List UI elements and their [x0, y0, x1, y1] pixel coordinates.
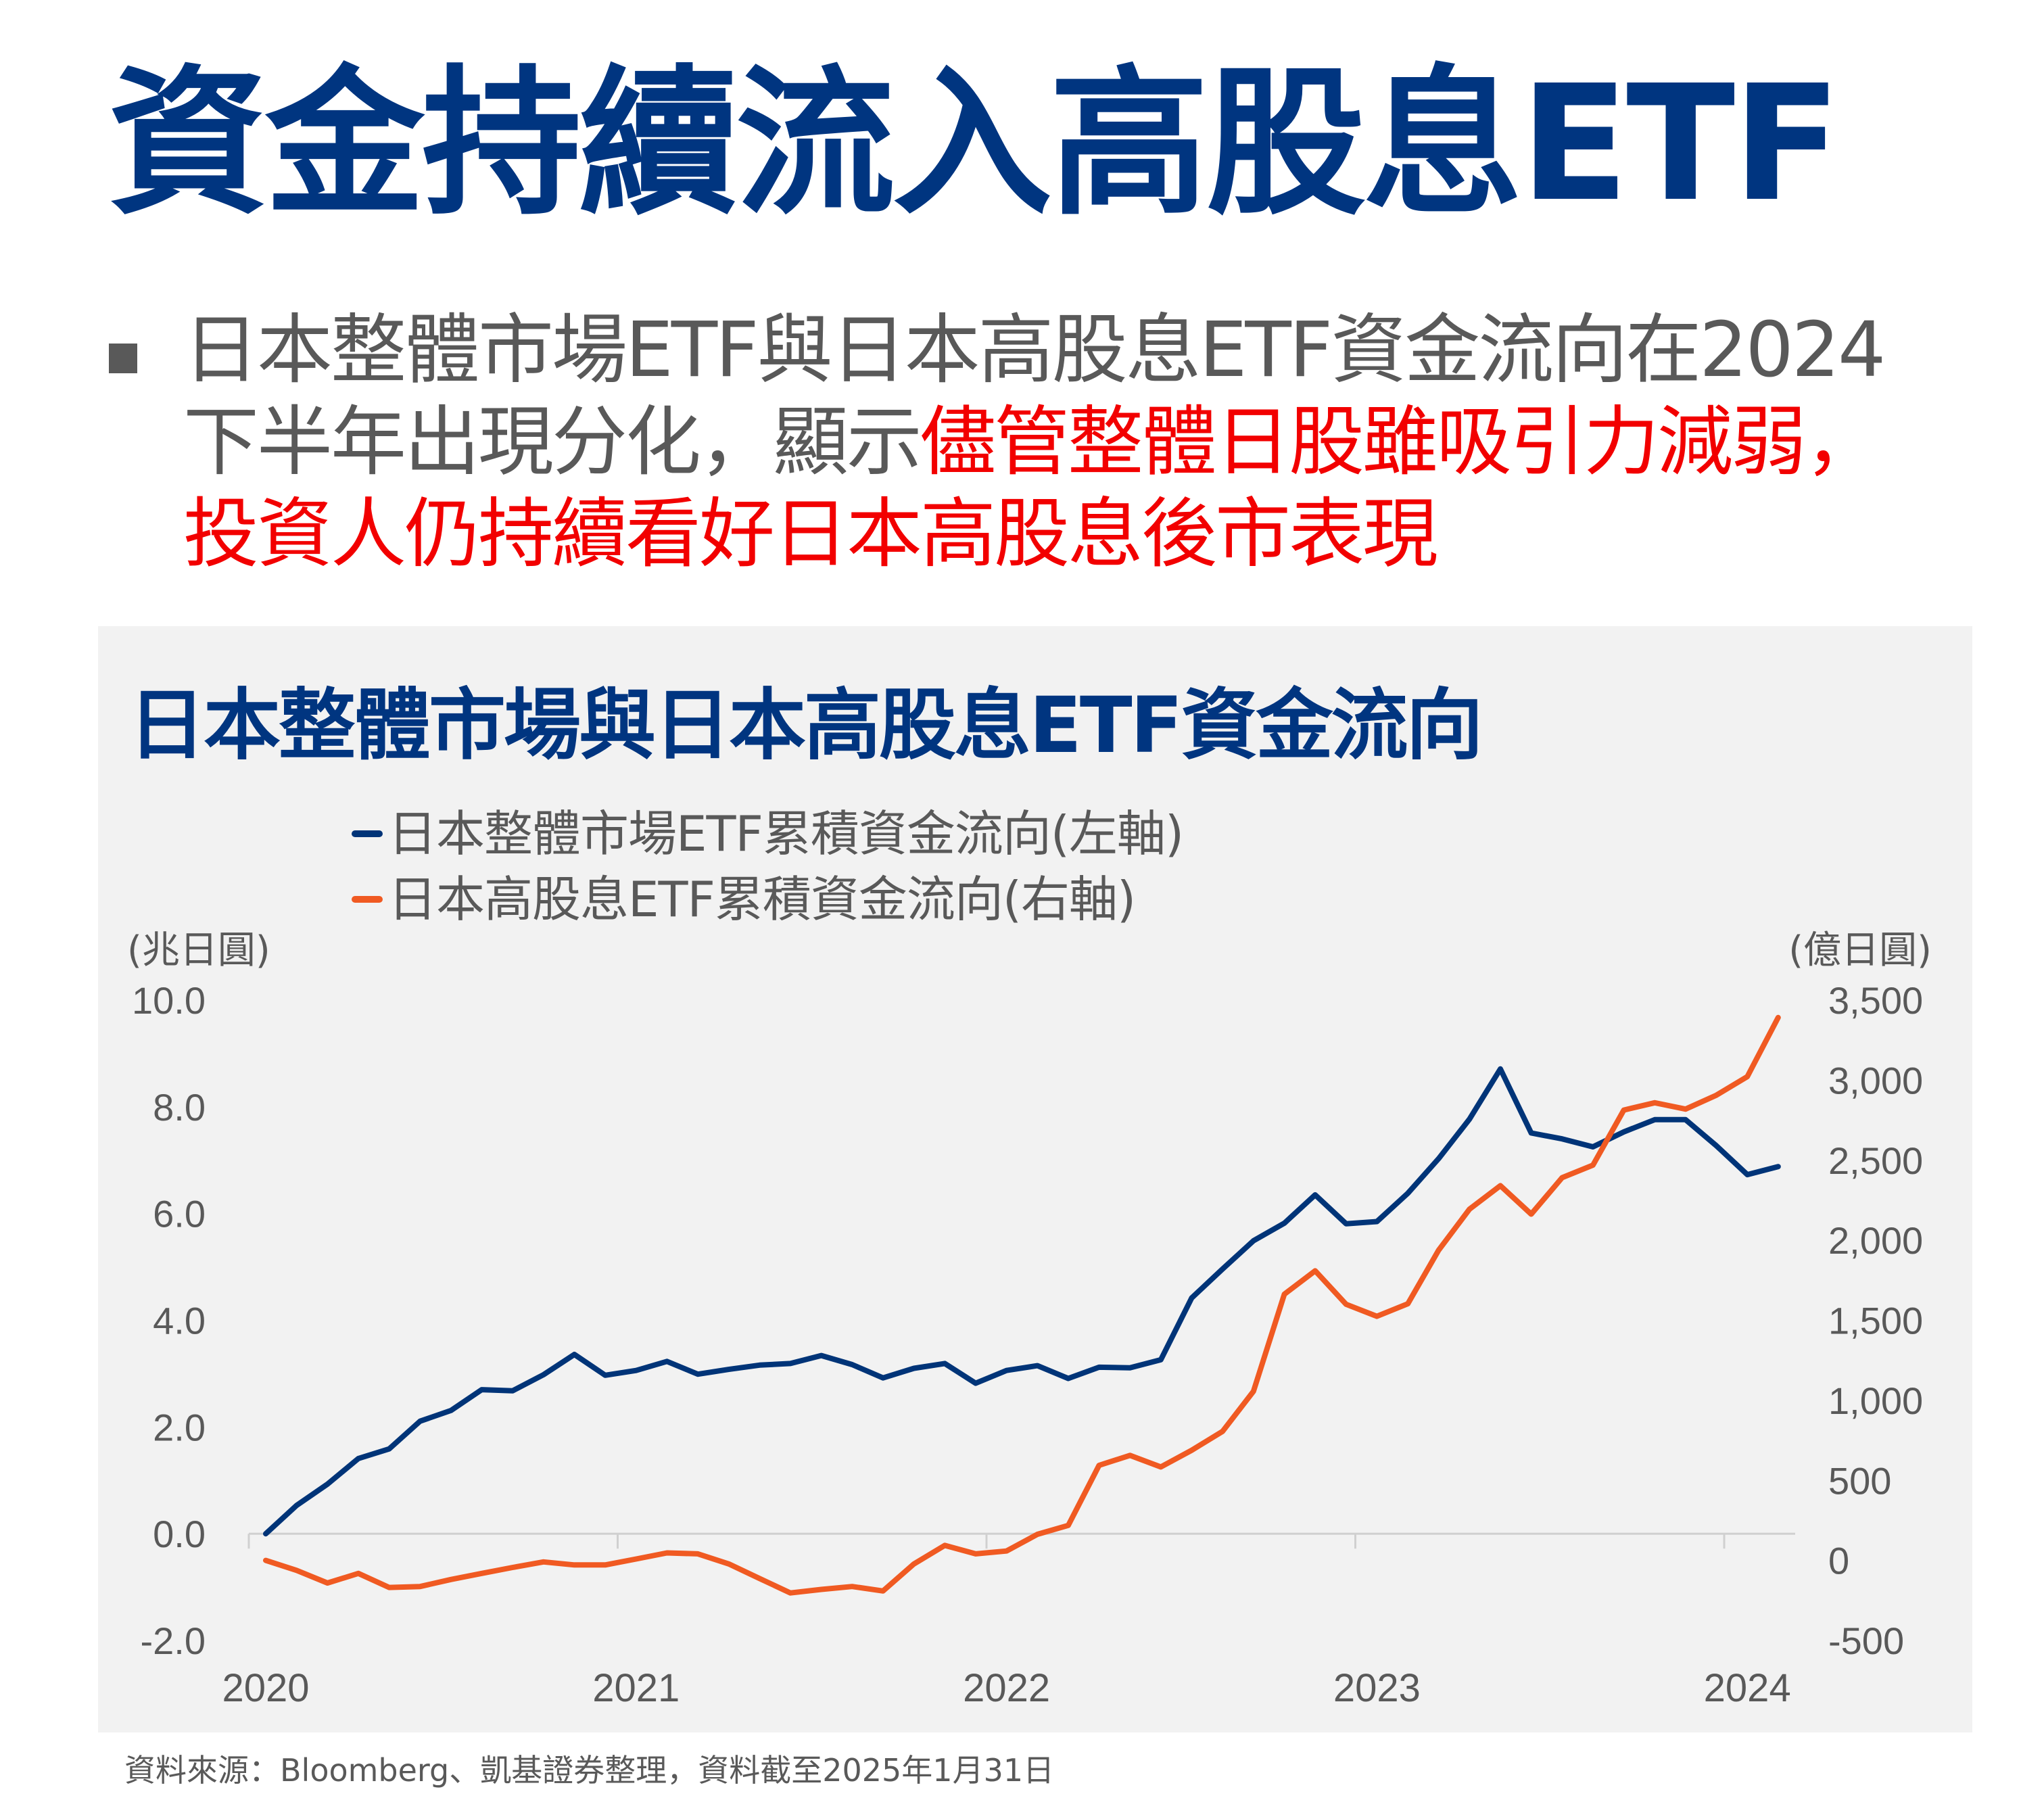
summary-paragraph: 日本整體市場ETF與日本高股息ETF資金流向在2024 下半年出現分化，顯示儘管…	[183, 304, 2009, 580]
x-tick-label: 2022	[963, 1666, 1050, 1710]
chart-panel	[98, 626, 1972, 1732]
y-right-tick-label: 1,000	[1828, 1379, 1923, 1422]
chart-title: 日本整體市場與日本高股息ETF資金流向	[128, 680, 1483, 770]
y-right-tick-label: 1,500	[1828, 1300, 1923, 1342]
y-left-tick-label: 10.0	[132, 979, 206, 1022]
summary-line-2: 下半年出現分化，顯示儘管整體日股雖吸引力減弱，	[183, 396, 2009, 488]
series-line-high-dividend-etf	[263, 1014, 1781, 1596]
legend-swatch-navy	[352, 830, 383, 837]
legend-label: 日本高股息ETF累積資金流向(右軸)	[388, 871, 1136, 928]
x-tick-label: 2023	[1333, 1666, 1421, 1710]
right-axis-unit: (億日圓)	[1788, 928, 1932, 972]
y-left-tick-label: 6.0	[153, 1193, 206, 1235]
y-right-tick-label: 3,500	[1828, 979, 1923, 1022]
y-left-tick-label: -2.0	[141, 1620, 206, 1662]
page-title: 資金持續流入高股息ETF	[108, 51, 1841, 237]
legend-item-market-etf: 日本整體市場ETF累積資金流向(左軸)	[352, 805, 1184, 862]
footnote: 資料來源：Bloomberg、凱基證券整理，資料截至2025年1月31日	[124, 1752, 1055, 1789]
series-line-market-etf	[263, 1066, 1781, 1537]
x-tick-label: 2024	[1704, 1666, 1791, 1710]
summary-highlight-1: 儘管整體日股雖吸引力減弱，	[920, 398, 1880, 486]
legend-swatch-orange	[352, 896, 383, 903]
summary-line-2-text: 下半年出現分化，顯示	[183, 398, 922, 486]
y-right-tick-label: -500	[1828, 1620, 1904, 1662]
y-right-tick-label: 500	[1828, 1459, 1891, 1502]
y-right-tick-label: 0	[1828, 1540, 1849, 1582]
y-left-tick-label: 2.0	[153, 1406, 206, 1448]
summary-highlight-2: 投資人仍持續看好日本高股息後市表現	[183, 490, 1438, 578]
x-tick-label: 2021	[592, 1666, 680, 1710]
y-left-tick-label: 8.0	[153, 1086, 206, 1129]
left-axis-unit: (兆日圓)	[127, 928, 270, 972]
y-left-tick-label: 4.0	[153, 1300, 206, 1342]
y-right-tick-label: 2,000	[1828, 1219, 1923, 1262]
bullet-square-icon	[109, 344, 137, 373]
legend-label: 日本整體市場ETF累積資金流向(左軸)	[388, 805, 1184, 862]
x-tick-label: 2020	[222, 1666, 309, 1710]
y-right-tick-label: 2,500	[1828, 1139, 1923, 1182]
summary-line-1: 日本整體市場ETF與日本高股息ETF資金流向在2024	[183, 306, 1886, 394]
legend-item-high-dividend-etf: 日本高股息ETF累積資金流向(右軸)	[352, 871, 1136, 928]
y-left-tick-label: 0.0	[153, 1513, 206, 1555]
y-right-tick-label: 3,000	[1828, 1059, 1923, 1102]
